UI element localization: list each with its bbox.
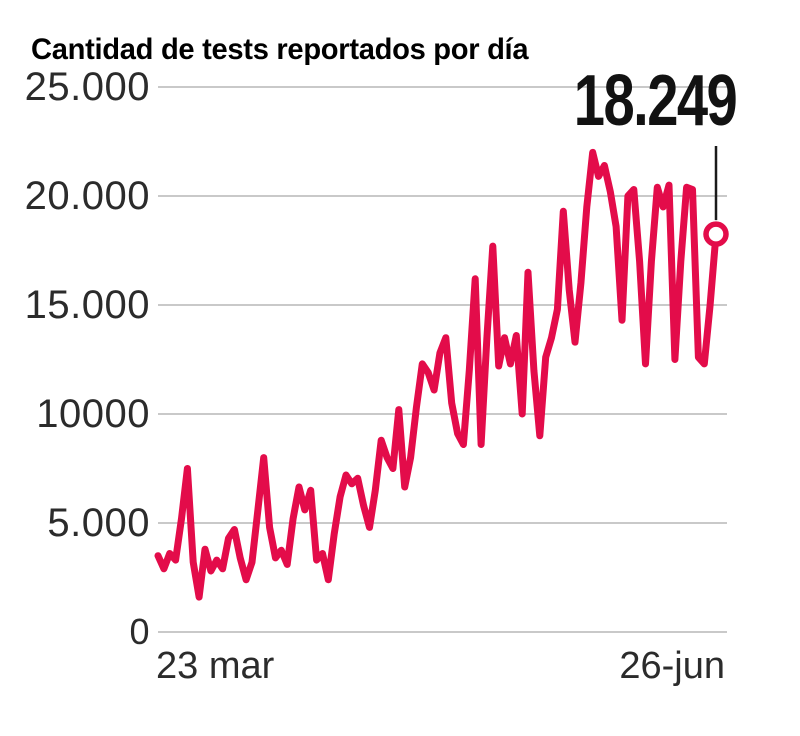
- last-point-marker: [703, 221, 729, 247]
- annotation-value: 18.249: [573, 61, 738, 141]
- gridlines: [158, 86, 727, 633]
- x-axis-start-label: 23 mar: [156, 645, 275, 687]
- y-axis-tick-label: 5.000: [47, 501, 150, 545]
- y-axis-tick-label: 25.000: [24, 65, 150, 109]
- y-axis-tick-label: 15.000: [24, 283, 150, 327]
- y-axis-tick-label: 0: [129, 611, 150, 652]
- x-axis-end-label: 26-jun: [619, 645, 725, 687]
- chart-title: Cantidad de tests reportados por día: [31, 33, 529, 67]
- y-axis-tick-label: 10000: [36, 392, 150, 436]
- data-line: [154, 148, 720, 601]
- y-axis-tick-label: 20.000: [24, 174, 150, 218]
